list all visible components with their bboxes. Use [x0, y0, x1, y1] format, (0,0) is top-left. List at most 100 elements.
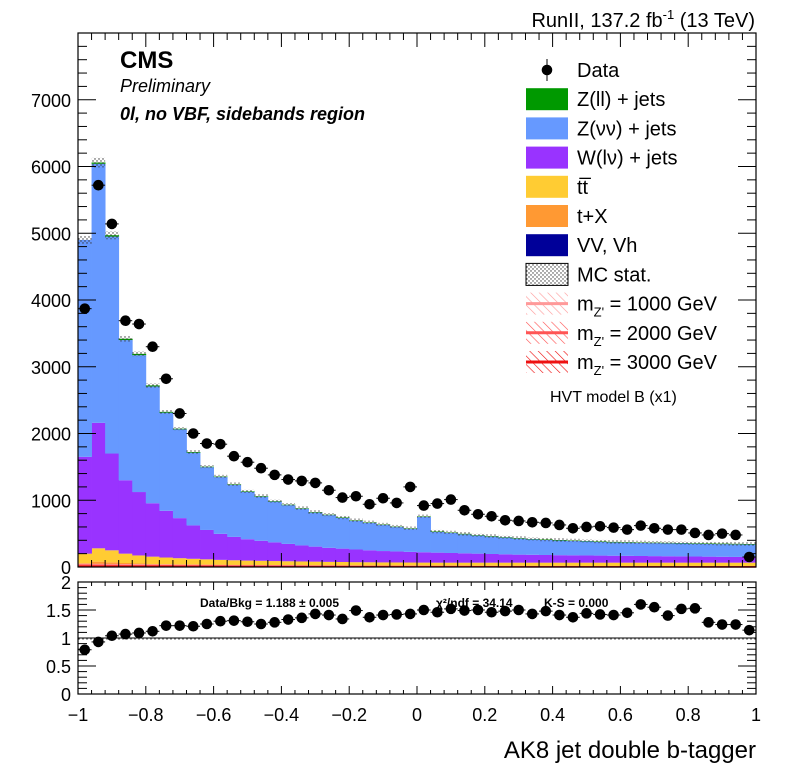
- ks-text: K-S = 0.000: [544, 596, 609, 610]
- stack-bar-wln: [606, 555, 621, 563]
- data-point: [337, 492, 348, 503]
- ratio-point: [554, 609, 565, 621]
- stack-bar-wln: [159, 510, 174, 558]
- data-point: [79, 303, 91, 314]
- stack-bar-tt: [322, 561, 337, 566]
- stack-bar-wln: [688, 556, 703, 563]
- ratio-point: [703, 617, 714, 628]
- data-point: [133, 318, 145, 330]
- ratio-point: [269, 617, 280, 628]
- y-tick-labels: 0 1000 2000 3000 4000 5000 6000 7000: [31, 91, 71, 578]
- ratio-point: [296, 612, 308, 624]
- data-point: [459, 504, 470, 516]
- mc-stat-bin: [511, 536, 526, 540]
- ratio-point: [350, 605, 362, 616]
- x-tick-label: −0.8: [128, 705, 164, 725]
- stack-bar-znn: [661, 543, 676, 557]
- y-tick-label: 2000: [31, 425, 71, 445]
- ratio-point: [486, 606, 497, 618]
- data-point: [147, 341, 158, 353]
- stack-bar-znn: [362, 522, 377, 551]
- stack-bar-znn: [389, 527, 404, 552]
- stack-bar-znn: [633, 542, 648, 556]
- ratio-point: [459, 605, 470, 616]
- stack-bar-tt: [172, 558, 187, 565]
- legend-label-zll: Z(ll) + jets: [577, 89, 665, 111]
- stack-bar-znn: [728, 544, 743, 557]
- stack-bar-znn: [566, 540, 581, 556]
- stack-bar-tt: [471, 562, 486, 566]
- ratio-axis-ticks: [77, 581, 757, 695]
- stack-bar-tt: [484, 562, 499, 566]
- stack-bar-tt: [200, 559, 214, 565]
- ratio-panel: 0 0.5 1 1.5 2 Data/Bkg = 1.188 ± 0.005 χ²/nd…: [46, 573, 757, 705]
- x-tick-label: 0.4: [540, 705, 565, 725]
- luminosity-label: RunII, 137.2 fb-1 (13 TeV): [531, 7, 755, 32]
- ratio-point: [418, 604, 430, 616]
- stack-bar-wln: [498, 554, 513, 563]
- ratio-point: [174, 620, 185, 631]
- stack-bar-tt: [308, 561, 323, 566]
- ratio-point: [242, 616, 253, 628]
- stack-bar-wln: [240, 539, 255, 561]
- stack-bar-tt: [213, 559, 228, 566]
- main-axis-ticks: [77, 33, 757, 568]
- stack-bar-tt: [227, 560, 242, 566]
- chi2-text: χ²/ndf = 34.14: [436, 596, 513, 610]
- data-point: [649, 522, 660, 534]
- mc-stat-bin: [308, 510, 323, 514]
- ratio-point: [513, 604, 524, 616]
- stack-bar-tt: [267, 561, 282, 566]
- stack-bar-wln: [118, 480, 133, 554]
- ratio-y-tick-label: 1: [61, 629, 71, 649]
- stack-bar-wln: [444, 552, 459, 563]
- mc-stat-bin: [647, 540, 662, 545]
- data-point: [93, 179, 104, 191]
- x-tick-label: 0: [412, 705, 422, 725]
- legend-label-vv: VV, Vh: [577, 235, 637, 257]
- ratio-point: [689, 603, 701, 614]
- ratio-point: [499, 605, 511, 617]
- data-point: [743, 551, 755, 563]
- data-point: [567, 522, 579, 534]
- ratio-point: [635, 599, 647, 610]
- stack-bar-wln: [294, 545, 309, 562]
- stack-bar-znn: [471, 535, 486, 554]
- mc-stat-bin: [105, 231, 119, 240]
- mc-stat-bin: [91, 157, 106, 168]
- stack-bar-znn: [525, 539, 540, 555]
- data-points: [78, 179, 756, 563]
- stack-bar-znn: [118, 340, 133, 481]
- legend-swatch-tt: [526, 175, 568, 198]
- stack-bar-wln: [172, 518, 187, 559]
- region-label: 0l, no VBF, sidebands region: [120, 104, 365, 124]
- mc-stat-band: [78, 157, 756, 546]
- stack-bar-wln: [620, 555, 635, 563]
- stack-bar-znn: [349, 520, 364, 550]
- model-note: HVT model B (x1): [550, 389, 677, 406]
- stack-bar-wln: [322, 547, 337, 562]
- stack-bar-znn: [376, 525, 391, 552]
- data-point: [418, 500, 430, 511]
- ratio-point: [649, 601, 660, 613]
- stack-bar-znn: [322, 515, 337, 548]
- stack-bar-znn: [715, 544, 730, 557]
- ratio-point: [676, 603, 687, 615]
- ratio-point: [201, 618, 213, 630]
- stack-bar-tt: [389, 562, 404, 566]
- mc-stat-bin: [688, 541, 702, 545]
- stack-bar-tt: [159, 557, 174, 565]
- stack-bar-tt: [294, 561, 309, 566]
- stack-bar-tt: [91, 548, 106, 562]
- ratio-y-tick-label: 1.5: [46, 601, 71, 621]
- ratio-mc-band: [78, 638, 756, 640]
- mc-stat-bin: [417, 514, 431, 519]
- x-tick-label: 0.8: [676, 705, 701, 725]
- mc-stat-bin: [484, 534, 499, 538]
- ratio-point: [377, 609, 389, 621]
- stacked-histogram: [78, 162, 757, 567]
- ratio-point: [282, 614, 294, 625]
- legend-label-sig1000: mZ' = 1000 GeV: [577, 294, 718, 320]
- mc-stat-bin: [362, 520, 377, 525]
- stack-bar-znn: [105, 236, 120, 454]
